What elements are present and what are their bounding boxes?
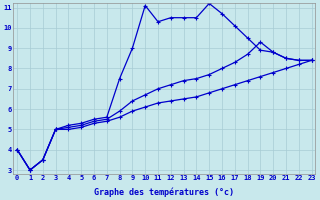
X-axis label: Graphe des températures (°c): Graphe des températures (°c) (94, 187, 234, 197)
